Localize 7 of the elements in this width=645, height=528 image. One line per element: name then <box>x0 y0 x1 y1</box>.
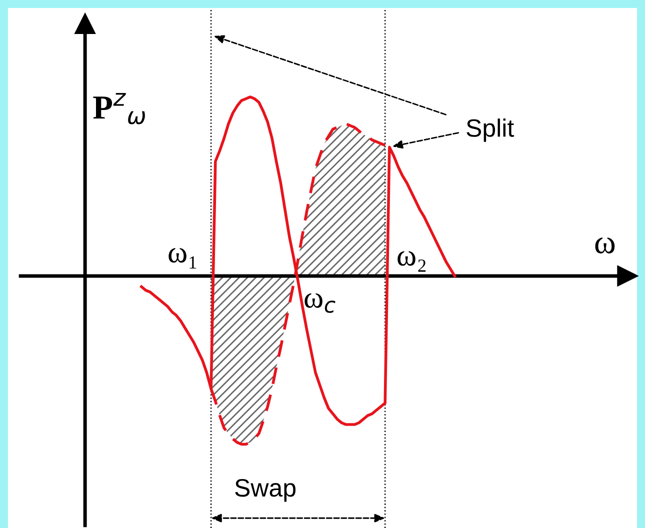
annotation: ω₂ <box>398 251 426 272</box>
annotation: ω₁ <box>168 248 196 268</box>
text: Split <box>466 118 514 142</box>
y-axis-title: P$^{z}$$_{ω}$ <box>93 92 145 124</box>
text: Swap <box>235 479 296 502</box>
annotation: ω$_{c}$ <box>304 293 336 313</box>
x-axis-title: ω <box>595 238 615 254</box>
